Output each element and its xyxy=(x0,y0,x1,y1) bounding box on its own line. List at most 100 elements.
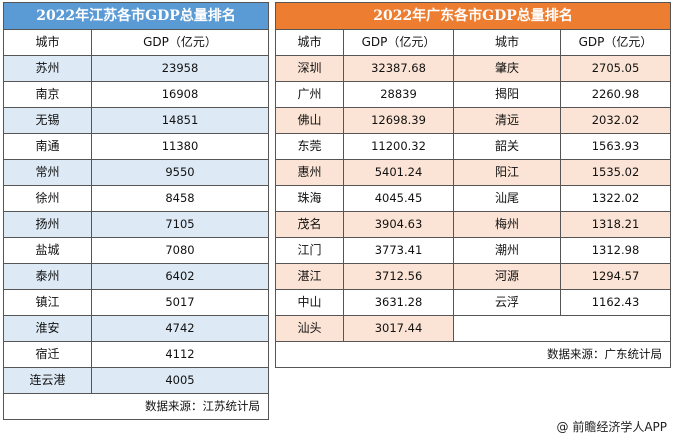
jiangsu-header-city: 城市 xyxy=(3,29,92,56)
city-cell: 镇江 xyxy=(3,289,92,316)
gdp-cell: 8458 xyxy=(91,185,269,212)
city-cell: 宿迁 xyxy=(3,341,92,368)
gdp-cell: 28839 xyxy=(343,81,454,108)
city-cell: 珠海 xyxy=(275,185,344,212)
city-cell: 盐城 xyxy=(3,237,92,264)
gdp-cell: 3773.41 xyxy=(343,237,454,264)
table-row: 扬州 7105 xyxy=(3,211,269,238)
table-row: 江门 3773.41 潮州 1312.98 xyxy=(275,237,672,264)
table-row: 广州 28839 揭阳 2260.98 xyxy=(275,81,672,108)
watermark-text: @ 前瞻经济学人APP xyxy=(556,420,668,434)
city-cell: 东莞 xyxy=(275,133,344,160)
gdp-cell: 4045.45 xyxy=(343,185,454,212)
gdp-cell: 7080 xyxy=(91,237,269,264)
gdp-cell: 3904.63 xyxy=(343,211,454,238)
gdp-cell: 3017.44 xyxy=(343,315,454,342)
gdp-cell: 4005 xyxy=(91,367,269,394)
gdp-cell: 2260.98 xyxy=(559,81,672,108)
guangdong-header-city-1: 城市 xyxy=(275,29,344,56)
guangdong-header-gdp-1: GDP（亿元） xyxy=(343,29,454,56)
table-row: 南通 11380 xyxy=(3,133,269,160)
gdp-cell: 11380 xyxy=(91,133,269,160)
city-cell: 汕尾 xyxy=(453,185,561,212)
gdp-cell: 1312.98 xyxy=(559,237,672,264)
jiangsu-table-title: 2022年江苏各市GDP总量排名 xyxy=(3,2,269,30)
table-row: 中山 3631.28 云浮 1162.43 xyxy=(275,289,672,316)
gdp-cell: 16908 xyxy=(91,81,269,108)
gdp-cell: 2705.05 xyxy=(559,55,672,82)
table-row: 镇江 5017 xyxy=(3,289,269,316)
city-cell: 苏州 xyxy=(3,55,92,82)
table-row: 宿迁 4112 xyxy=(3,341,269,368)
gdp-cell: 32387.68 xyxy=(343,55,454,82)
table-row: 泰州 6402 xyxy=(3,263,269,290)
city-cell: 中山 xyxy=(275,289,344,316)
table-row: 常州 9550 xyxy=(3,159,269,186)
table-row: 茂名 3904.63 梅州 1318.21 xyxy=(275,211,672,238)
city-cell: 梅州 xyxy=(453,211,561,238)
guangdong-table-body: 深圳 32387.68 肇庆 2705.05 广州 28839 揭阳 2260.98 佛山 126… xyxy=(275,55,672,342)
city-cell: 汕头 xyxy=(275,315,344,342)
city-cell: 扬州 xyxy=(3,211,92,238)
table-row: 惠州 5401.24 阳江 1535.02 xyxy=(275,159,672,186)
city-cell: 江门 xyxy=(275,237,344,264)
city-cell: 广州 xyxy=(275,81,344,108)
city-cell: 茂名 xyxy=(275,211,344,238)
table-row: 东莞 11200.32 韶关 1563.93 xyxy=(275,133,672,160)
table-row: 珠海 4045.45 汕尾 1322.02 xyxy=(275,185,672,212)
guangdong-header-gdp-2: GDP（亿元） xyxy=(559,29,672,56)
city-cell: 清远 xyxy=(453,107,561,134)
table-row: 盐城 7080 xyxy=(3,237,269,264)
gdp-cell: 4742 xyxy=(91,315,269,342)
gdp-cell: 7105 xyxy=(91,211,269,238)
table-row: 苏州 23958 xyxy=(3,55,269,82)
table-row: 淮安 4742 xyxy=(3,315,269,342)
city-cell: 揭阳 xyxy=(453,81,561,108)
city-cell: 惠州 xyxy=(275,159,344,186)
table-row: 无锡 14851 xyxy=(3,107,269,134)
gdp-cell: 5017 xyxy=(91,289,269,316)
table-row: 南京 16908 xyxy=(3,81,269,108)
city-cell: 常州 xyxy=(3,159,92,186)
city-cell: 韶关 xyxy=(453,133,561,160)
guangdong-source-note: 数据来源：广东统计局 xyxy=(274,341,672,368)
table-row: 深圳 32387.68 肇庆 2705.05 xyxy=(275,55,672,82)
gdp-cell: 12698.39 xyxy=(343,107,454,134)
city-cell: 连云港 xyxy=(3,367,92,394)
gdp-cell: 14851 xyxy=(91,107,269,134)
city-cell: 肇庆 xyxy=(453,55,561,82)
city-cell: 无锡 xyxy=(3,107,92,134)
guangdong-table-title: 2022年广东各市GDP总量排名 xyxy=(274,2,672,30)
gdp-cell: 23958 xyxy=(91,55,269,82)
jiangsu-table-body: 苏州 23958 南京 16908 无锡 14851 南通 11380 常州 9550 徐州 8458… xyxy=(3,55,269,394)
gdp-cell: 1294.57 xyxy=(559,263,672,290)
jiangsu-source-note: 数据来源：江苏统计局 xyxy=(3,393,269,420)
table-row: 佛山 12698.39 清远 2032.02 xyxy=(275,107,672,134)
gdp-cell: 4112 xyxy=(91,341,269,368)
city-cell: 南通 xyxy=(3,133,92,160)
jiangsu-gdp-table: 2022年江苏各市GDP总量排名 城市 GDP（亿元） 苏州 23958 南京 169… xyxy=(3,2,269,420)
table-row: 徐州 8458 xyxy=(3,185,269,212)
gdp-cell: 1535.02 xyxy=(559,159,672,186)
city-cell: 徐州 xyxy=(3,185,92,212)
gdp-cell: 3712.56 xyxy=(343,263,454,290)
gdp-cell: 5401.24 xyxy=(343,159,454,186)
gdp-cell: 6402 xyxy=(91,263,269,290)
city-cell: 泰州 xyxy=(3,263,92,290)
gdp-cell: 3631.28 xyxy=(343,289,454,316)
table-row: 湛江 3712.56 河源 1294.57 xyxy=(275,263,672,290)
gdp-cell: 1318.21 xyxy=(559,211,672,238)
table-row: 汕头 3017.44 xyxy=(275,315,672,342)
gdp-cell: 1162.43 xyxy=(559,289,672,316)
city-cell: 湛江 xyxy=(275,263,344,290)
city-cell: 潮州 xyxy=(453,237,561,264)
jiangsu-header-gdp: GDP（亿元） xyxy=(91,29,269,56)
gdp-cell: 1563.93 xyxy=(559,133,672,160)
city-cell: 阳江 xyxy=(453,159,561,186)
empty-cell xyxy=(452,315,672,342)
guangdong-header-city-2: 城市 xyxy=(453,29,561,56)
gdp-cell: 2032.02 xyxy=(559,107,672,134)
guangdong-gdp-table: 2022年广东各市GDP总量排名 城市 GDP（亿元） 城市 GDP（亿元） 深… xyxy=(274,2,672,368)
city-cell: 南京 xyxy=(3,81,92,108)
gdp-cell: 9550 xyxy=(91,159,269,186)
